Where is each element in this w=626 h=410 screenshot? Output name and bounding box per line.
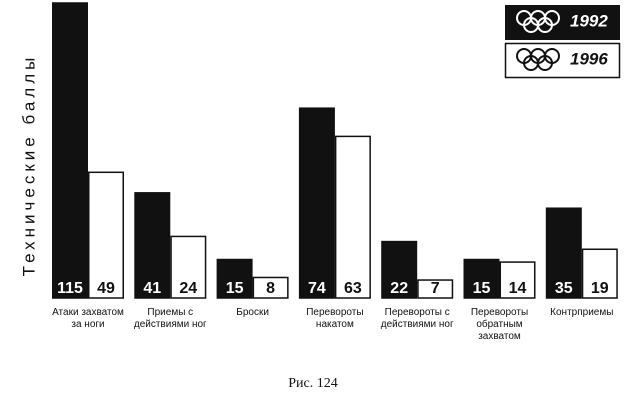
y-axis-label: Технические баллы xyxy=(19,54,38,277)
x-tick-label: Перевороты накатом xyxy=(306,307,364,330)
bar xyxy=(381,240,418,299)
x-tick-label: Броски xyxy=(236,307,269,318)
x-tick-label: Приемы с действиями ног xyxy=(133,307,207,330)
figure-caption: Рис. 124 xyxy=(288,376,338,391)
value-label: 8 xyxy=(266,280,275,297)
bar xyxy=(88,171,124,299)
bar xyxy=(417,279,454,299)
value-label: 15 xyxy=(226,280,244,297)
x-tick-label: Атаки захватом за ноги xyxy=(52,307,124,330)
value-label: 22 xyxy=(390,280,408,297)
legend: 1992 1996 xyxy=(504,5,621,79)
bar xyxy=(252,276,289,299)
value-label: 19 xyxy=(591,280,609,297)
x-tick-label: Перевороты с действиями ног xyxy=(380,307,454,330)
value-label: 63 xyxy=(344,280,362,297)
bar xyxy=(545,207,582,299)
value-label: 15 xyxy=(473,280,491,297)
value-label: 49 xyxy=(97,280,115,297)
value-label: 74 xyxy=(308,280,326,297)
bar xyxy=(298,107,335,299)
value-label: 35 xyxy=(555,280,573,297)
value-label: 115 xyxy=(57,280,83,297)
bar xyxy=(463,258,500,299)
olympic-rings xyxy=(516,48,560,71)
legend-label: 1992 xyxy=(570,11,608,30)
bar xyxy=(52,2,88,299)
bar xyxy=(170,235,207,299)
bar xyxy=(334,135,371,299)
bar xyxy=(499,261,536,299)
value-label: 41 xyxy=(143,280,161,297)
value-label: 24 xyxy=(179,280,197,297)
bar xyxy=(216,258,253,299)
legend-label: 1996 xyxy=(570,49,608,68)
value-label: 14 xyxy=(509,280,527,297)
olympic-rings xyxy=(516,10,560,33)
bar xyxy=(134,192,171,299)
x-tick-label: Перевороты обратным захватом xyxy=(470,307,529,342)
x-tick-label: Контрприемы xyxy=(550,307,614,318)
chart: Технические баллы 1992 1996 115 49 41 24 15 8… xyxy=(19,2,621,299)
bar xyxy=(581,248,618,299)
value-label: 7 xyxy=(431,280,440,297)
